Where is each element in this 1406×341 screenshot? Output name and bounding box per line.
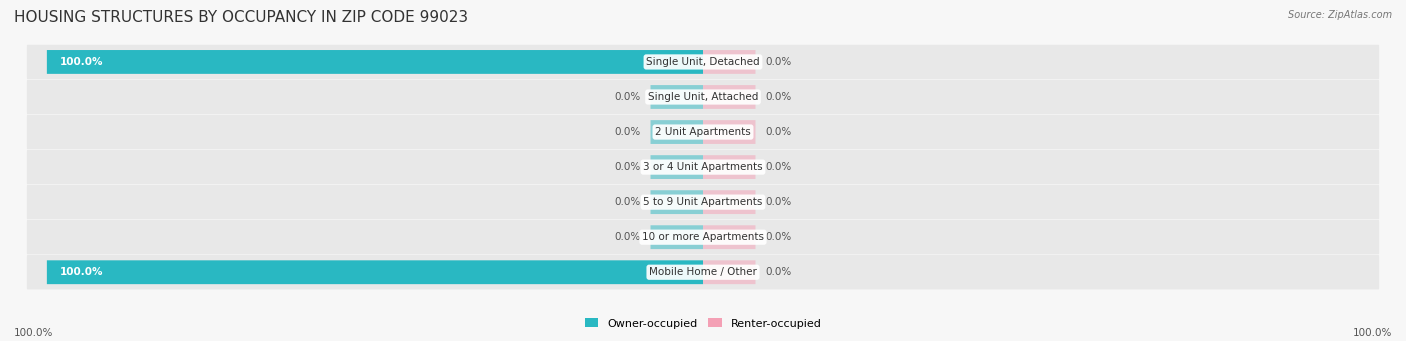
FancyBboxPatch shape — [703, 155, 755, 179]
FancyBboxPatch shape — [703, 260, 755, 284]
Text: Mobile Home / Other: Mobile Home / Other — [650, 267, 756, 277]
Text: 3 or 4 Unit Apartments: 3 or 4 Unit Apartments — [643, 162, 763, 172]
Text: 0.0%: 0.0% — [765, 57, 792, 67]
Text: 0.0%: 0.0% — [765, 197, 792, 207]
FancyBboxPatch shape — [651, 155, 703, 179]
FancyBboxPatch shape — [703, 85, 755, 109]
FancyBboxPatch shape — [27, 80, 1379, 114]
Text: Single Unit, Detached: Single Unit, Detached — [647, 57, 759, 67]
FancyBboxPatch shape — [46, 260, 703, 284]
Text: 0.0%: 0.0% — [614, 197, 641, 207]
Text: 0.0%: 0.0% — [765, 92, 792, 102]
FancyBboxPatch shape — [27, 150, 1379, 184]
FancyBboxPatch shape — [651, 120, 703, 144]
Text: Source: ZipAtlas.com: Source: ZipAtlas.com — [1288, 10, 1392, 20]
FancyBboxPatch shape — [27, 255, 1379, 290]
Text: 0.0%: 0.0% — [765, 162, 792, 172]
FancyBboxPatch shape — [703, 190, 755, 214]
FancyBboxPatch shape — [651, 225, 703, 249]
Text: 2 Unit Apartments: 2 Unit Apartments — [655, 127, 751, 137]
FancyBboxPatch shape — [27, 115, 1379, 149]
Text: 5 to 9 Unit Apartments: 5 to 9 Unit Apartments — [644, 197, 762, 207]
Text: 0.0%: 0.0% — [614, 92, 641, 102]
Text: 0.0%: 0.0% — [614, 162, 641, 172]
Text: 100.0%: 100.0% — [14, 328, 53, 338]
Text: 0.0%: 0.0% — [614, 127, 641, 137]
FancyBboxPatch shape — [651, 85, 703, 109]
FancyBboxPatch shape — [651, 190, 703, 214]
Text: 0.0%: 0.0% — [614, 232, 641, 242]
Text: Single Unit, Attached: Single Unit, Attached — [648, 92, 758, 102]
Text: 10 or more Apartments: 10 or more Apartments — [643, 232, 763, 242]
Text: 100.0%: 100.0% — [60, 57, 104, 67]
Text: HOUSING STRUCTURES BY OCCUPANCY IN ZIP CODE 99023: HOUSING STRUCTURES BY OCCUPANCY IN ZIP C… — [14, 10, 468, 25]
FancyBboxPatch shape — [703, 50, 755, 74]
Legend: Owner-occupied, Renter-occupied: Owner-occupied, Renter-occupied — [581, 314, 825, 333]
FancyBboxPatch shape — [703, 120, 755, 144]
Text: 0.0%: 0.0% — [765, 127, 792, 137]
Text: 0.0%: 0.0% — [765, 232, 792, 242]
Text: 0.0%: 0.0% — [765, 267, 792, 277]
FancyBboxPatch shape — [27, 220, 1379, 254]
FancyBboxPatch shape — [27, 45, 1379, 79]
FancyBboxPatch shape — [46, 50, 703, 74]
Text: 100.0%: 100.0% — [1353, 328, 1392, 338]
Text: 100.0%: 100.0% — [60, 267, 104, 277]
FancyBboxPatch shape — [703, 225, 755, 249]
FancyBboxPatch shape — [27, 185, 1379, 219]
